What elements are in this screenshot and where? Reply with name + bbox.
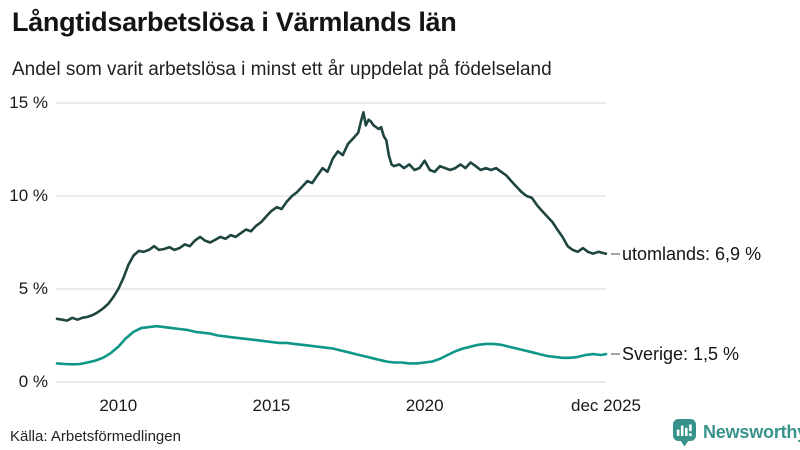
y-axis-tick-label: 0 % [18,372,48,391]
x-axis-tick-label: dec 2025 [571,396,641,415]
line-utomlands [55,111,608,322]
x-axis-tick-label: 2010 [99,396,138,415]
y-axis-tick-label: 10 % [9,186,48,205]
chart-title: Långtidsarbetslösa i Värmlands län [12,7,457,37]
y-axis: 0 % 5 % 10 % 15 % [0,0,48,450]
newsworthy-logo: Newsworthy [672,418,800,447]
x-axis-tick-label: 2020 [405,396,444,415]
newsworthy-wordmark: Newsworthy [703,422,800,442]
leader-dash-utomlands [611,252,620,255]
source-attribution: Källa: Arbetsförmedlingen [10,428,181,445]
leader-dash-sverige [611,353,620,356]
series-end-label-utomlands: utomlands: 6,9 % [622,243,762,264]
newsworthy-bubble-chart-icon [673,419,696,447]
x-axis-tick-label: 2015 [252,396,291,415]
y-axis-tick-label: 5 % [18,279,48,298]
line-Sverige [55,324,608,366]
series-end-label-sverige: Sverige: 1,5 % [622,344,740,365]
y-axis-tick-label: 15 % [9,93,48,112]
chart-subtitle: Andel som varit arbetslösa i minst ett å… [12,59,552,80]
